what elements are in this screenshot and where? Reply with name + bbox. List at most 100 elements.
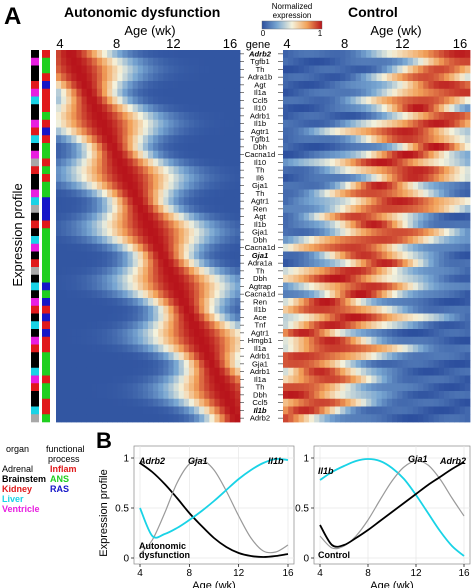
heatmap-cell — [324, 220, 331, 229]
gene-label: Il1b — [254, 220, 266, 229]
heatmap-cell — [56, 282, 62, 291]
heatmap-cell — [329, 166, 336, 175]
heatmap-cell — [293, 305, 299, 314]
heatmap-cell — [178, 150, 185, 159]
heatmap-cell — [132, 81, 139, 90]
process-color-bar — [42, 344, 50, 353]
heatmap-cell — [148, 143, 154, 152]
heatmap-cell — [386, 81, 393, 90]
heatmap-cell — [168, 104, 174, 113]
heatmap-cell — [112, 181, 118, 190]
organ-color-bar — [31, 298, 39, 307]
heatmap-cell — [71, 174, 77, 183]
heatmap-cell — [459, 73, 466, 82]
heatmap-cell — [402, 127, 409, 136]
heatmap-cell — [345, 81, 351, 90]
heatmap-cell — [71, 414, 77, 423]
heatmap-cell — [199, 251, 205, 260]
heatmap-cell — [102, 135, 108, 144]
heatmap-cell — [459, 274, 466, 283]
heatmap-cell — [173, 158, 180, 167]
heatmap-cell — [397, 352, 403, 361]
heatmap-cell — [334, 360, 341, 369]
heatmap-cell — [392, 290, 398, 299]
heatmap-cell — [407, 243, 414, 252]
heatmap-cell — [319, 414, 325, 423]
heatmap-cell — [194, 88, 200, 97]
heatmap-cell — [454, 321, 461, 330]
heatmap-cell — [308, 305, 315, 314]
heatmap-cell — [224, 414, 231, 423]
heatmap-cell — [112, 197, 118, 206]
heatmap-cell — [433, 127, 440, 136]
heatmap-cell — [428, 267, 435, 276]
heatmap-cell — [209, 391, 215, 400]
heatmap-cell — [107, 220, 113, 229]
heatmap-cell — [376, 375, 383, 384]
heatmap-cell — [464, 81, 471, 90]
heatmap-cell — [219, 57, 226, 66]
heatmap-cell — [298, 212, 305, 221]
heatmap-cell — [324, 398, 331, 407]
heatmap-cell — [56, 197, 62, 206]
heatmap-cell — [329, 267, 336, 276]
heatmap-cell — [438, 259, 445, 268]
heatmap-cell — [444, 119, 450, 128]
process-color-bar — [42, 212, 50, 221]
gene-label: Il1a — [254, 88, 267, 97]
heatmap-cell — [360, 197, 367, 206]
heatmap-cell — [188, 220, 195, 229]
heatmap-cell — [96, 313, 103, 322]
organ-color-bar — [31, 243, 39, 252]
age-tick-left: 8 — [113, 36, 120, 51]
heatmap-cell — [428, 406, 435, 415]
heatmap-cell — [173, 104, 180, 113]
heatmap-cell — [350, 50, 357, 59]
heatmap-cell — [314, 298, 320, 307]
heatmap-cell — [464, 150, 471, 159]
heatmap-cell — [392, 127, 398, 136]
heatmap-cell — [76, 197, 82, 206]
heatmap-cell — [454, 391, 461, 400]
heatmap-cell — [107, 150, 113, 159]
heatmap-cell — [334, 406, 341, 415]
heatmap-cell — [137, 96, 144, 105]
heatmap-cell — [56, 236, 62, 245]
heatmap-cell — [163, 414, 169, 423]
heatmap-cell — [66, 352, 72, 361]
gene-label: Hmgb1 — [248, 336, 272, 345]
heatmap-cell — [224, 375, 231, 384]
organ-color-bar — [31, 112, 39, 121]
heatmap-cell — [194, 104, 200, 113]
organ-color-bar — [31, 150, 39, 159]
heatmap-cell — [158, 205, 164, 214]
heatmap-cell — [449, 383, 455, 392]
heatmap-cell — [360, 228, 367, 237]
heatmap-cell — [188, 65, 195, 74]
heatmap-cell — [433, 189, 440, 198]
heatmap-cell — [183, 205, 190, 214]
heatmap-cell — [308, 228, 315, 237]
heatmap-cell — [402, 174, 409, 183]
heatmap-cell — [188, 251, 195, 260]
heatmap-cell — [107, 360, 113, 369]
heatmap-cell — [204, 104, 210, 113]
heatmap-cell — [355, 282, 362, 291]
heatmap-cell — [444, 367, 450, 376]
heatmap-cell — [319, 243, 325, 252]
heatmap-cell — [153, 236, 159, 245]
heatmap-cell — [112, 73, 118, 82]
heatmap-cell — [112, 96, 118, 105]
heatmap-cell — [308, 352, 315, 361]
heatmap-cell — [345, 329, 351, 338]
heatmap-cell — [66, 135, 72, 144]
heatmap-cell — [438, 360, 445, 369]
gene-label: Il10 — [254, 158, 266, 167]
heatmap-cell — [178, 321, 185, 330]
heatmap-cell — [303, 344, 310, 353]
heatmap-cell — [464, 282, 471, 291]
heatmap-cell — [376, 259, 383, 268]
heatmap-cell — [112, 336, 118, 345]
heatmap-cell — [319, 321, 325, 330]
